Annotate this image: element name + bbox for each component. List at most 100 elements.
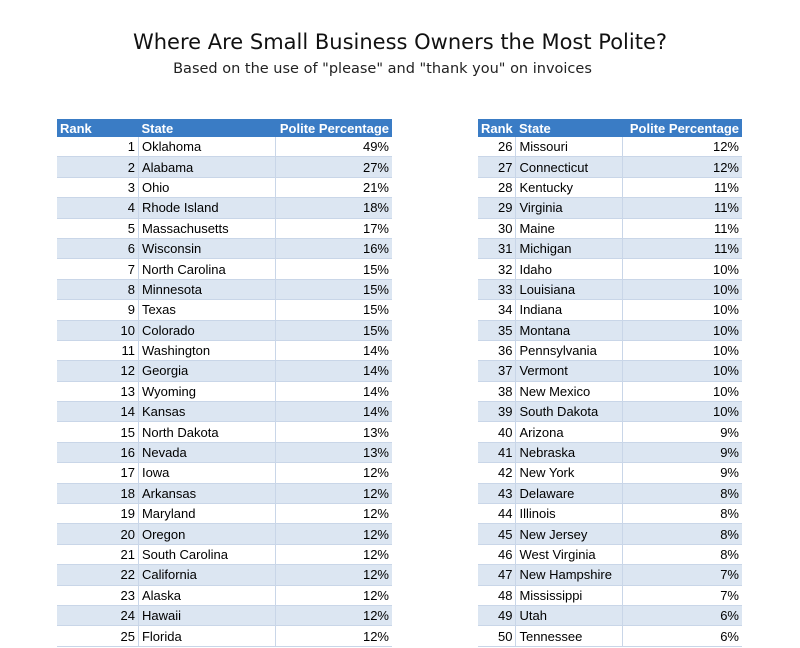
polite-percentage-cell: 15% — [275, 299, 392, 321]
state-cell: North Carolina — [138, 258, 277, 280]
rank-cell: 46 — [478, 544, 517, 566]
table-row: 39 South Dakota 10% — [478, 401, 742, 423]
page-title: Where Are Small Business Owners the Most… — [132, 30, 668, 54]
polite-percentage-cell: 12% — [275, 585, 392, 606]
table-row: 5 Massachusetts 17% — [57, 218, 392, 239]
polite-percentage-cell: 8% — [622, 483, 742, 505]
table-row: 23 Alaska 12% — [57, 585, 392, 606]
ranking-table-left: Rank State Polite Percentage 1 Oklahoma 49… — [57, 119, 392, 647]
table-row: 18 Arkansas 12% — [57, 483, 392, 505]
state-cell: Washington — [138, 340, 277, 362]
polite-percentage-cell: 7% — [622, 585, 742, 606]
rank-cell: 27 — [478, 156, 517, 178]
rank-cell: 2 — [57, 156, 139, 178]
state-cell: Nevada — [138, 442, 277, 464]
polite-percentage-cell: 6% — [622, 625, 742, 647]
state-cell: Louisiana — [515, 279, 623, 301]
state-cell: Utah — [515, 605, 623, 627]
rank-cell: 33 — [478, 279, 517, 301]
state-cell: Illinois — [515, 503, 623, 525]
state-cell: Ohio — [138, 177, 277, 199]
state-cell: Oklahoma — [138, 137, 277, 158]
header-rank: Rank — [57, 119, 139, 137]
polite-percentage-cell: 11% — [622, 197, 742, 219]
rank-cell: 41 — [478, 442, 517, 464]
table-row: 27 Connecticut 12% — [478, 156, 742, 178]
rank-cell: 16 — [57, 442, 139, 464]
polite-percentage-cell: 11% — [622, 238, 742, 260]
polite-percentage-cell: 18% — [275, 197, 392, 219]
table-row: 9 Texas 15% — [57, 299, 392, 321]
polite-percentage-cell: 10% — [622, 320, 742, 341]
table-row: 13 Wyoming 14% — [57, 381, 392, 403]
polite-percentage-cell: 12% — [275, 503, 392, 525]
state-cell: Connecticut — [515, 156, 623, 178]
rank-cell: 11 — [57, 340, 139, 362]
header-state: State — [515, 119, 623, 137]
rank-cell: 40 — [478, 421, 517, 443]
state-cell: South Carolina — [138, 544, 277, 566]
state-cell: New Mexico — [515, 381, 623, 403]
polite-percentage-cell: 10% — [622, 279, 742, 301]
state-cell: Virginia — [515, 197, 623, 219]
polite-percentage-cell: 12% — [275, 523, 392, 545]
state-cell: Vermont — [515, 360, 623, 382]
table-row: 2 Alabama 27% — [57, 156, 392, 178]
state-cell: South Dakota — [515, 401, 623, 423]
table-row: 12 Georgia 14% — [57, 360, 392, 382]
header-rank: Rank — [478, 119, 516, 137]
table-row: 29 Virginia 11% — [478, 197, 742, 219]
polite-percentage-cell: 14% — [275, 360, 392, 382]
rank-cell: 45 — [478, 523, 517, 545]
rank-cell: 3 — [57, 177, 139, 199]
state-cell: Missouri — [515, 137, 623, 158]
polite-percentage-cell: 12% — [275, 605, 392, 627]
state-cell: Indiana — [515, 299, 623, 321]
state-cell: New Hampshire — [515, 564, 623, 586]
table-row: 35 Montana 10% — [478, 320, 742, 341]
rank-cell: 21 — [57, 544, 139, 566]
table-row: 3 Ohio 21% — [57, 177, 392, 199]
polite-percentage-cell: 12% — [275, 483, 392, 505]
rank-cell: 47 — [478, 564, 517, 586]
rank-cell: 29 — [478, 197, 517, 219]
rank-cell: 38 — [478, 381, 517, 403]
state-cell: Michigan — [515, 238, 623, 260]
state-cell: Iowa — [138, 462, 277, 484]
rank-cell: 7 — [57, 258, 139, 280]
state-cell: Maine — [515, 218, 623, 239]
state-cell: Nebraska — [515, 442, 623, 464]
table-row: 41 Nebraska 9% — [478, 442, 742, 464]
polite-percentage-cell: 12% — [622, 156, 742, 178]
table-row: 8 Minnesota 15% — [57, 279, 392, 301]
rank-cell: 23 — [57, 585, 139, 606]
page-subtitle: Based on the use of "please" and "thank … — [173, 61, 592, 77]
state-cell: California — [138, 564, 277, 586]
polite-percentage-cell: 9% — [622, 462, 742, 484]
state-cell: Kentucky — [515, 177, 623, 199]
table-row: 42 New York 9% — [478, 462, 742, 484]
polite-percentage-cell: 7% — [622, 564, 742, 586]
state-cell: Georgia — [138, 360, 277, 382]
rank-cell: 44 — [478, 503, 517, 525]
rank-cell: 25 — [57, 625, 139, 647]
polite-percentage-cell: 27% — [275, 156, 392, 178]
rank-cell: 32 — [478, 258, 517, 280]
table-row: 4 Rhode Island 18% — [57, 197, 392, 219]
polite-percentage-cell: 13% — [275, 442, 392, 464]
state-cell: Alabama — [138, 156, 277, 178]
polite-percentage-cell: 6% — [622, 605, 742, 627]
rank-cell: 43 — [478, 483, 517, 505]
table-row: 21 South Carolina 12% — [57, 544, 392, 566]
table-row: 48 Mississippi 7% — [478, 585, 742, 606]
state-cell: North Dakota — [138, 421, 277, 443]
rank-cell: 34 — [478, 299, 517, 321]
rank-cell: 22 — [57, 564, 139, 586]
polite-percentage-cell: 21% — [275, 177, 392, 199]
rank-cell: 14 — [57, 401, 139, 423]
polite-percentage-cell: 10% — [622, 299, 742, 321]
polite-percentage-cell: 15% — [275, 320, 392, 341]
state-cell: Montana — [515, 320, 623, 341]
polite-percentage-cell: 8% — [622, 503, 742, 525]
rank-cell: 17 — [57, 462, 139, 484]
